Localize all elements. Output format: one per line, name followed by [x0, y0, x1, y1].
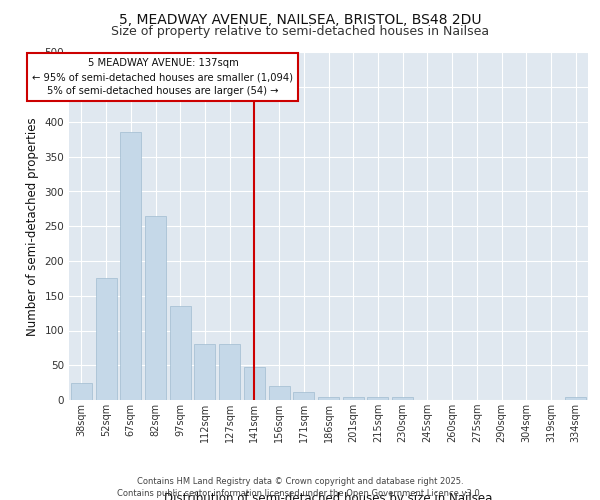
Bar [120, 132, 141, 400]
Text: Size of property relative to semi-detached houses in Nailsea: Size of property relative to semi-detach… [111, 25, 489, 38]
Bar [219, 344, 240, 400]
Bar [244, 368, 265, 400]
Bar [194, 344, 215, 400]
Bar [318, 396, 339, 400]
Bar [95, 278, 116, 400]
Bar [170, 306, 191, 400]
Text: Contains HM Land Registry data © Crown copyright and database right 2025.
Contai: Contains HM Land Registry data © Crown c… [118, 476, 482, 498]
Y-axis label: Number of semi-detached properties: Number of semi-detached properties [26, 117, 39, 336]
Bar [565, 397, 586, 400]
Bar [343, 397, 364, 400]
Text: 5, MEADWAY AVENUE, NAILSEA, BRISTOL, BS48 2DU: 5, MEADWAY AVENUE, NAILSEA, BRISTOL, BS4… [119, 12, 481, 26]
Bar [145, 216, 166, 400]
Bar [269, 386, 290, 400]
X-axis label: Distribution of semi-detached houses by size in Nailsea: Distribution of semi-detached houses by … [164, 492, 493, 500]
Bar [71, 382, 92, 400]
Bar [293, 392, 314, 400]
Bar [367, 396, 388, 400]
Bar [392, 397, 413, 400]
Text: 5 MEADWAY AVENUE: 137sqm
← 95% of semi-detached houses are smaller (1,094)
5% of: 5 MEADWAY AVENUE: 137sqm ← 95% of semi-d… [32, 58, 293, 96]
